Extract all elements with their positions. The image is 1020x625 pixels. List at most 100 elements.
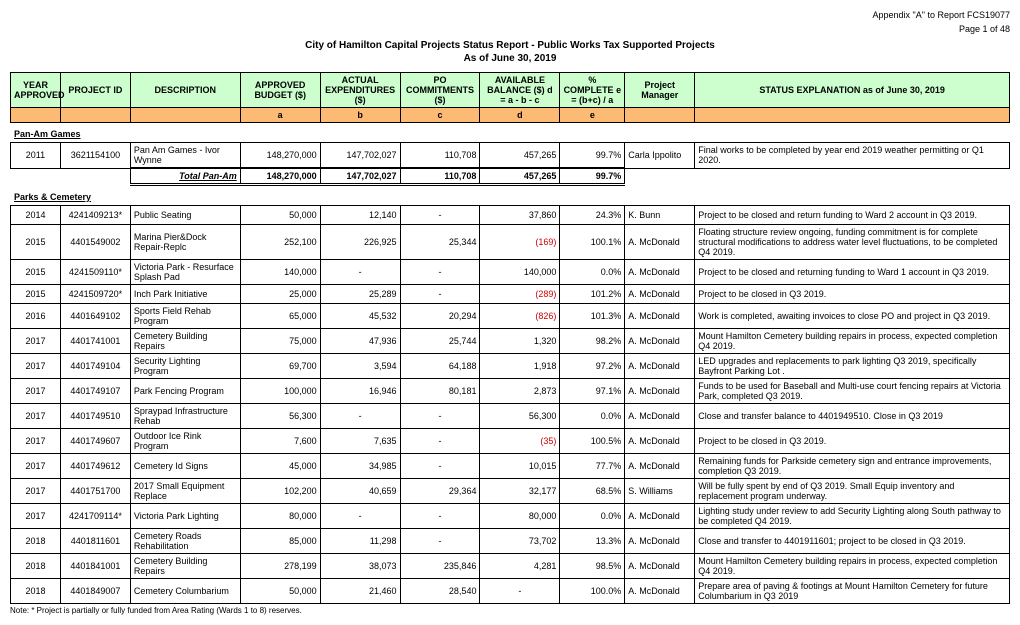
table-row: 20174401749104Security Lighting Program6… [11, 354, 1010, 379]
table-row: 20174241709114* Victoria Park Lighting80… [11, 504, 1010, 529]
cell: Sports Field Rehab Program [130, 304, 240, 329]
cell: A. McDonald [625, 404, 695, 429]
cell: 2017 [11, 429, 61, 454]
cell: - [400, 429, 480, 454]
letter-d: d [480, 108, 560, 123]
cell: Close and transfer to 4401911601; projec… [695, 529, 1010, 554]
cell: Marina Pier&Dock Repair-Replc [130, 225, 240, 260]
col-actual: ACTUAL EXPENDITURES ($) [320, 73, 400, 108]
cell: Project to be closed in Q3 2019. [695, 285, 1010, 304]
table-row: 201744017517002017 Small Equipment Repla… [11, 479, 1010, 504]
letter-e: e [560, 108, 625, 123]
cell: A. McDonald [625, 379, 695, 404]
cell: - [400, 206, 480, 225]
cell: Project to be closed and returning fundi… [695, 260, 1010, 285]
cell: A. McDonald [625, 529, 695, 554]
cell: 16,946 [320, 379, 400, 404]
cell: - [480, 579, 560, 604]
table-row: 20184401811601Cemetery Roads Rehabilitat… [11, 529, 1010, 554]
cell: 80,000 [480, 504, 560, 529]
cell: 47,936 [320, 329, 400, 354]
cell: 2015 [11, 285, 61, 304]
cell: - [320, 404, 400, 429]
cell: Lighting study under review to add Secur… [695, 504, 1010, 529]
cell: 252,100 [240, 225, 320, 260]
cell: A. McDonald [625, 554, 695, 579]
cell: 2017 [11, 354, 61, 379]
cell: 1,320 [480, 329, 560, 354]
cell: Spraypad Infrastructure Rehab [130, 404, 240, 429]
cell: S. Williams [625, 479, 695, 504]
cell: 102,200 [240, 479, 320, 504]
appendix-label: Appendix "A" to Report FCS19077 [10, 10, 1010, 20]
cell: Project to be closed in Q3 2019. [695, 429, 1010, 454]
cell: 20,294 [400, 304, 480, 329]
cell: 2018 [11, 554, 61, 579]
cell: 4401649102 [60, 304, 130, 329]
cell: 80,181 [400, 379, 480, 404]
cell: Final works to be completed by year end … [695, 143, 1010, 169]
cell: LED upgrades and replacements to park li… [695, 354, 1010, 379]
cell: 148,270,000 [240, 143, 320, 169]
cell: 56,300 [240, 404, 320, 429]
cell: 99.7% [560, 143, 625, 169]
cell: Victoria Park Lighting [130, 504, 240, 529]
cell: Victoria Park - Resurface Splash Pad [130, 260, 240, 285]
cell: 68.5% [560, 479, 625, 504]
cell: 4401841001 [60, 554, 130, 579]
cell: 2017 [11, 379, 61, 404]
cell: Close and transfer balance to 4401949510… [695, 404, 1010, 429]
cell: - [400, 285, 480, 304]
cell: 2015 [11, 260, 61, 285]
cell: 278,199 [240, 554, 320, 579]
cell: 4401749107 [60, 379, 130, 404]
cell: 100.1% [560, 225, 625, 260]
cell: Project to be closed and return funding … [695, 206, 1010, 225]
cell: 75,000 [240, 329, 320, 354]
cell: 457,265 [480, 143, 560, 169]
cell: 50,000 [240, 579, 320, 604]
cell: Prepare area of paving & footings at Mou… [695, 579, 1010, 604]
table-row: 20174401749510Spraypad Infrastructure Re… [11, 404, 1010, 429]
col-avail: AVAILABLE BALANCE ($) d = a - b - c [480, 73, 560, 108]
cell: 12,140 [320, 206, 400, 225]
report-asof: As of June 30, 2019 [10, 53, 1010, 64]
cell: 97.1% [560, 379, 625, 404]
cell: 2017 [11, 479, 61, 504]
total-cell: 147,702,027 [320, 168, 400, 185]
cell: 2018 [11, 579, 61, 604]
cell: A. McDonald [625, 285, 695, 304]
cell: 25,344 [400, 225, 480, 260]
cell: Cemetery Building Repairs [130, 554, 240, 579]
total-row: Total Pan-Am148,270,000147,702,027110,70… [11, 168, 1010, 185]
report-title: City of Hamilton Capital Projects Status… [10, 40, 1010, 51]
cell: 4241509110* [60, 260, 130, 285]
table-row: 20174401749612Cemetery Id Signs45,00034,… [11, 454, 1010, 479]
cell: - [400, 504, 480, 529]
cell: 4,281 [480, 554, 560, 579]
cell: 29,364 [400, 479, 480, 504]
cell: 2017 [11, 454, 61, 479]
cell: 147,702,027 [320, 143, 400, 169]
table-row: 20174401749107Park Fencing Program100,00… [11, 379, 1010, 404]
header-row: YEAR APPROVED PROJECT ID DESCRIPTION APP… [11, 73, 1010, 108]
cell: 100,000 [240, 379, 320, 404]
cell: 10,015 [480, 454, 560, 479]
cell: - [400, 454, 480, 479]
cell: 3621154100 [60, 143, 130, 169]
table-row: 20164401649102Sports Field Rehab Program… [11, 304, 1010, 329]
cell: 24.3% [560, 206, 625, 225]
letters-row: a b c d e [11, 108, 1010, 123]
cell: 98.5% [560, 554, 625, 579]
cell: A. McDonald [625, 429, 695, 454]
cell: 85,000 [240, 529, 320, 554]
cell: 77.7% [560, 454, 625, 479]
cell: (289) [480, 285, 560, 304]
cell: Cemetery Roads Rehabilitation [130, 529, 240, 554]
cell: Cemetery Id Signs [130, 454, 240, 479]
cell: 2,873 [480, 379, 560, 404]
table-row: 20154401549002Marina Pier&Dock Repair-Re… [11, 225, 1010, 260]
cell: 2018 [11, 529, 61, 554]
cell: 45,532 [320, 304, 400, 329]
cell: 4401749612 [60, 454, 130, 479]
